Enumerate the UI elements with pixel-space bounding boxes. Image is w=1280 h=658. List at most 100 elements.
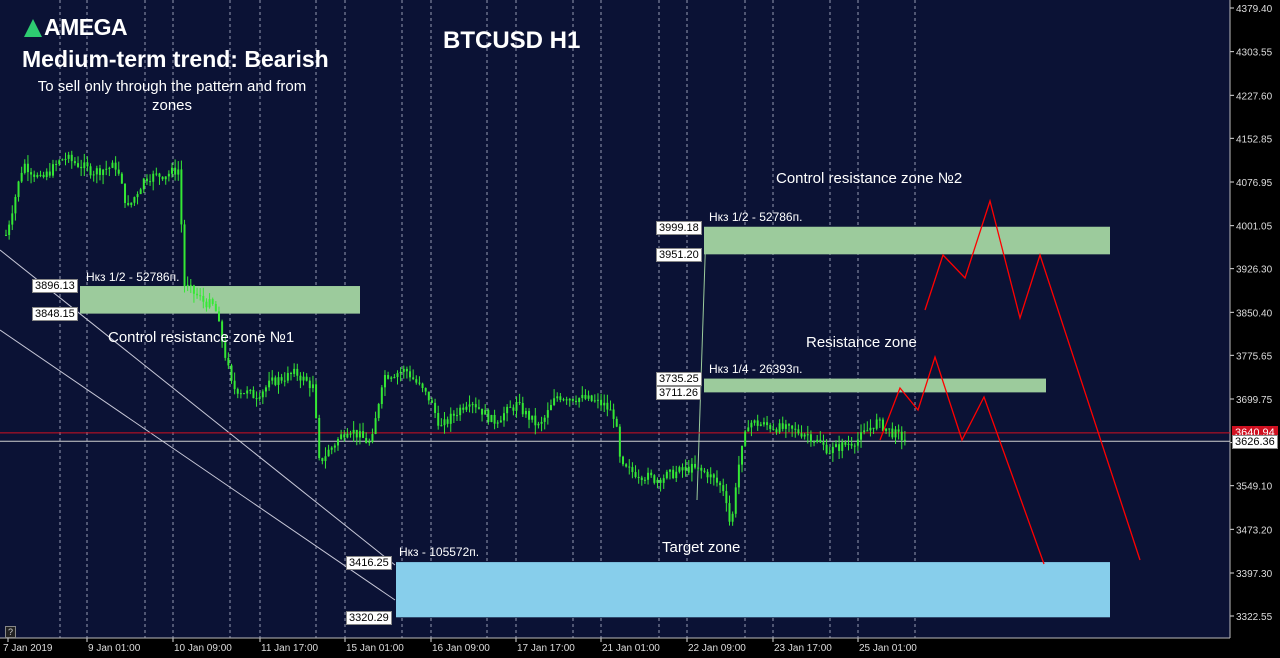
candle-body	[766, 422, 769, 426]
candle-body	[456, 415, 459, 417]
candle-body	[571, 398, 574, 401]
candle-body	[687, 466, 690, 473]
candle-body	[534, 415, 537, 426]
candle-body	[694, 463, 697, 468]
candle-body	[587, 395, 590, 399]
candle-body	[791, 425, 794, 429]
y-tick-label: 3699.75	[1236, 395, 1273, 406]
candle-body	[73, 161, 76, 164]
candle-body	[838, 444, 841, 451]
candle-body	[637, 476, 640, 478]
candle-body	[67, 154, 70, 159]
x-tick-label: 23 Jan 17:00	[774, 643, 832, 654]
chart-title: BTCUSD H1	[443, 27, 581, 54]
candle-body	[221, 321, 224, 342]
candle-body	[603, 402, 606, 406]
candle-body	[14, 196, 17, 214]
candle-body	[897, 429, 900, 432]
candle-body	[672, 469, 675, 479]
candle-body	[781, 423, 784, 429]
y-tick-label: 4227.60	[1236, 91, 1273, 102]
zone-1-high: 3896.13	[32, 279, 78, 293]
candle-body	[155, 173, 158, 175]
candle-body	[471, 404, 474, 406]
x-tick-label: 16 Jan 09:00	[432, 643, 490, 654]
y-tick-label: 4303.55	[1236, 48, 1273, 59]
candle-body	[581, 394, 584, 399]
plot-area[interactable]	[0, 0, 1230, 638]
candle-body	[543, 417, 546, 422]
candle-body	[255, 398, 258, 400]
candle-body	[20, 172, 23, 182]
zone-2-high: 3999.18	[656, 221, 702, 235]
candle-body	[224, 341, 227, 358]
candle-body	[600, 399, 603, 406]
candle-body	[700, 467, 703, 471]
candle-body	[477, 407, 480, 409]
candle-body	[618, 426, 621, 457]
candle-body	[797, 429, 800, 434]
candle-body	[631, 467, 634, 473]
candle-body	[92, 174, 95, 176]
candle-body	[380, 387, 383, 405]
candle-body	[684, 466, 687, 471]
zone-rect-2	[704, 226, 1110, 255]
candle-body	[318, 417, 321, 459]
candle-body	[881, 419, 884, 431]
candle-body	[446, 419, 449, 424]
candle-body	[371, 434, 374, 442]
marked-price-tag: 3626.36	[1232, 435, 1278, 449]
candle-body	[518, 402, 521, 404]
candle-body	[794, 428, 797, 430]
trend-line	[0, 249, 396, 566]
candle-body	[271, 377, 274, 381]
candle-body	[549, 405, 552, 411]
candle-body	[575, 400, 578, 403]
trade-note: To sell only through the pattern and fro…	[37, 78, 307, 114]
candle-body	[800, 433, 803, 437]
candle-body	[296, 368, 299, 376]
candle-body	[387, 375, 390, 379]
candle-body	[98, 168, 101, 175]
candle-body	[192, 285, 195, 294]
candle-body	[703, 470, 706, 472]
zone-connector	[696, 229, 707, 501]
candle-body	[196, 293, 199, 296]
candle-body	[481, 408, 484, 415]
help-button[interactable]: ?	[5, 626, 17, 638]
zone-4-name: Target zone	[662, 539, 741, 556]
candle-body	[365, 437, 368, 443]
candle-body	[584, 394, 587, 399]
candle-body	[888, 428, 891, 430]
candle-body	[643, 479, 646, 481]
candle-body	[45, 171, 48, 177]
candle-body	[853, 445, 856, 447]
candle-body	[167, 173, 170, 177]
candle-body	[405, 368, 408, 372]
candle-body	[788, 424, 790, 426]
candle-body	[578, 398, 581, 403]
projection-path-2	[924, 198, 1141, 561]
candle-body	[402, 368, 405, 372]
candle-body	[136, 194, 139, 198]
candle-body	[856, 439, 859, 446]
candle-body	[374, 418, 377, 435]
candle-body	[26, 163, 29, 173]
candle-body	[261, 391, 264, 398]
candle-body	[903, 439, 906, 441]
candle-body	[377, 404, 380, 419]
candle-body	[252, 389, 255, 399]
candle-body	[383, 375, 386, 388]
y-tick-label: 3397.30	[1236, 569, 1273, 580]
candle-body	[734, 487, 737, 514]
candle-body	[612, 409, 615, 419]
candle-body	[430, 400, 433, 403]
candle-body	[609, 409, 612, 411]
candle-body	[784, 424, 787, 429]
candle-body	[418, 382, 421, 384]
candle-body	[183, 224, 186, 287]
candle-body	[114, 162, 117, 170]
candle-body	[55, 163, 58, 165]
candle-body	[48, 171, 51, 176]
